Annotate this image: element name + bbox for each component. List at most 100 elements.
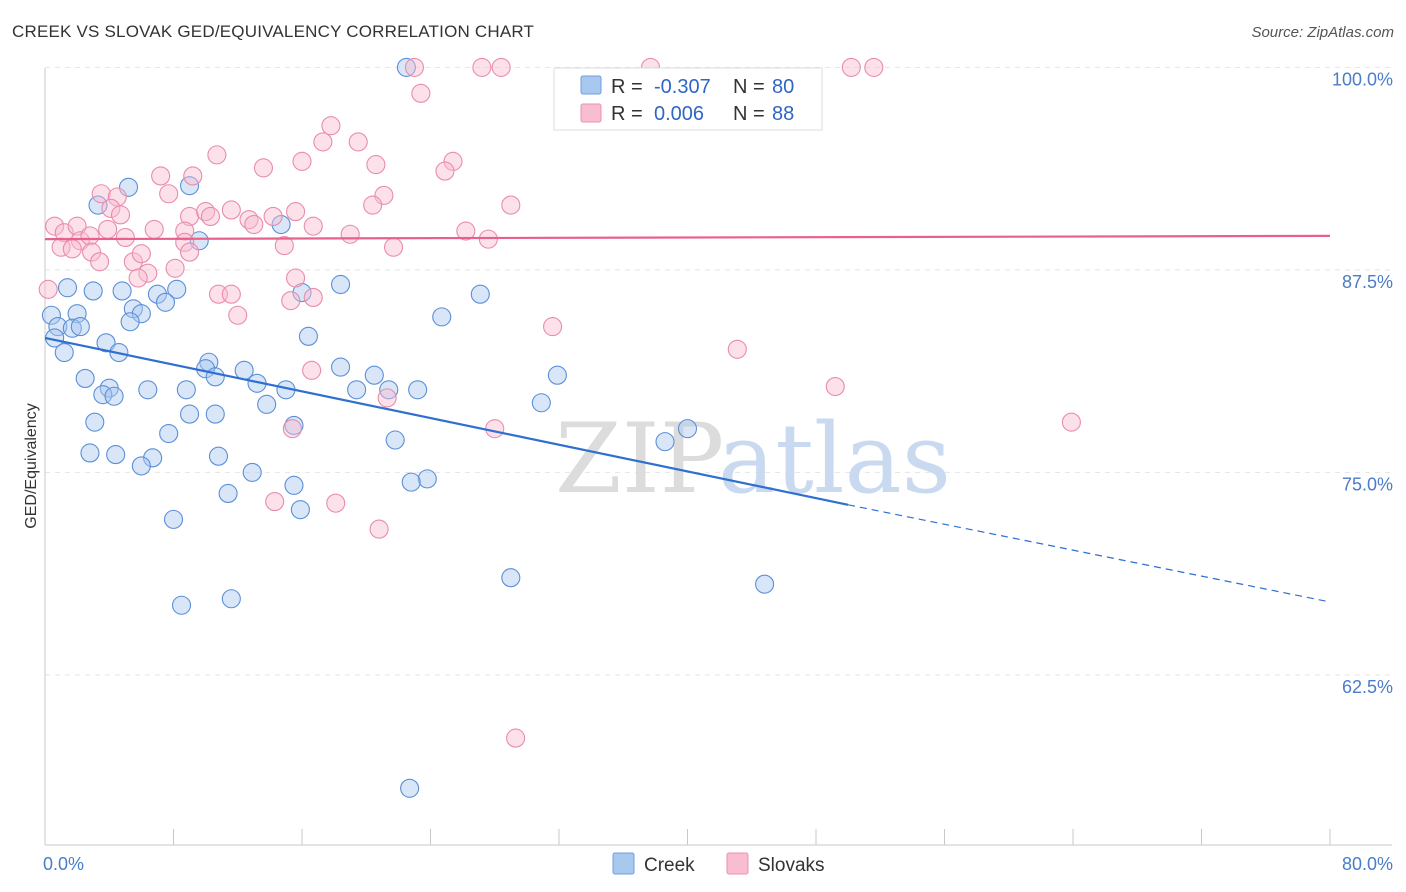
- slovaks-point-61: [286, 268, 306, 288]
- creek-point-40: [176, 380, 196, 400]
- creek-point-44: [408, 380, 428, 400]
- creek-point-70: [755, 574, 775, 594]
- creek-point-26: [96, 333, 116, 353]
- slovaks-point-52: [180, 242, 200, 262]
- legend: R = -0.307 N = 80 R = 0.006 N = 88: [553, 67, 823, 131]
- slovaks-point-17: [151, 166, 171, 186]
- creek-point-58: [106, 445, 126, 465]
- x-tick-label-1: 80.0%: [1342, 854, 1393, 874]
- legend-n-label-slovaks: N =: [733, 103, 765, 125]
- legend-swatch-creek: [580, 75, 602, 95]
- slovaks-point-78: [369, 519, 389, 539]
- creek-point-21: [48, 317, 68, 337]
- slovaks-point-42: [303, 216, 323, 236]
- creek-point-20: [432, 307, 452, 327]
- creek-point-60: [208, 446, 229, 466]
- creek-point-55: [385, 430, 405, 450]
- x-tick-label-0: 0.0%: [43, 854, 84, 874]
- bottom-legend-label-slovaks: Slovaks: [758, 855, 825, 876]
- slovaks-point-65: [303, 287, 323, 307]
- slovaks-point-38: [115, 227, 135, 248]
- creek-point-16: [131, 304, 151, 324]
- slovaks-point-11: [207, 145, 227, 165]
- slovaks-point-58: [138, 263, 158, 283]
- slovaks-point-55: [90, 252, 110, 272]
- slovaks-point-8: [321, 116, 341, 136]
- creek-point-63: [417, 469, 437, 489]
- slovaks-point-1: [472, 57, 492, 77]
- slovaks-point-26: [110, 205, 131, 225]
- creek-point-9: [147, 284, 167, 304]
- creek-point-25: [298, 326, 318, 346]
- y-tick-label-1: 75.0%: [1342, 474, 1393, 494]
- slovaks-point-0: [404, 57, 424, 77]
- creek-point-46: [104, 386, 124, 406]
- creek-point-53: [159, 423, 179, 444]
- creek-point-36: [75, 368, 95, 388]
- slovaks-point-70: [302, 360, 322, 380]
- legend-n-value-slovaks: 88: [772, 103, 794, 125]
- slovaks-point-36: [67, 216, 87, 236]
- legend-swatch-slovaks: [580, 103, 602, 123]
- y-tick-labels: 62.5% 75.0% 87.5% 100.0%: [1332, 69, 1393, 697]
- slovaks-point-37: [98, 219, 118, 239]
- series-creek: [41, 57, 775, 798]
- creek-point-39: [138, 380, 158, 400]
- creek-point-14: [155, 292, 176, 312]
- creek-point-62: [242, 462, 262, 482]
- slovaks-point-4: [841, 57, 861, 77]
- creek-point-67: [290, 500, 310, 520]
- creek-point-68: [163, 509, 184, 529]
- slovaks-point-71: [825, 376, 845, 397]
- creek-point-71: [221, 589, 241, 609]
- slovaks-point-44: [456, 221, 476, 241]
- creek-point-27: [54, 342, 74, 363]
- creek-point-3: [88, 195, 108, 215]
- slovaks-point-33: [286, 202, 306, 222]
- creek-point-59: [143, 448, 163, 468]
- gridlines: [45, 66, 1392, 676]
- creek-point-72: [171, 595, 192, 615]
- slovaks-point-39: [144, 219, 164, 239]
- creek-point-23: [70, 317, 90, 337]
- creek-point-54: [677, 419, 698, 439]
- slovaks-point-12: [292, 151, 312, 171]
- creek-point-51: [85, 412, 105, 432]
- slovaks-point-2: [491, 57, 511, 77]
- slovaks-point-74: [282, 419, 302, 439]
- slovaks-point-21: [159, 184, 179, 204]
- y-tick-label-3: 100.0%: [1332, 69, 1393, 89]
- slovaks-point-45: [478, 229, 498, 249]
- creek-point-4: [271, 214, 291, 235]
- creek-point-65: [284, 475, 304, 495]
- creek-trend-line: [44, 336, 849, 506]
- legend-r-label-slovaks: R =: [611, 103, 643, 125]
- creek-point-64: [401, 472, 421, 492]
- slovaks-point-54: [384, 237, 404, 257]
- slovaks-point-60: [128, 268, 148, 288]
- bottom-legend: Creek Slovaks: [612, 852, 825, 876]
- legend-n-label-creek: N =: [733, 76, 765, 98]
- trend-lines: [44, 234, 1331, 603]
- slovaks-point-49: [62, 239, 82, 259]
- creek-point-0: [396, 57, 416, 77]
- creek-point-52: [284, 415, 304, 435]
- series-slovaks: [38, 57, 1081, 748]
- slovaks-point-18: [183, 166, 203, 186]
- slovaks-point-67: [228, 305, 248, 325]
- y-axis-label: GED/Equivalency: [23, 403, 40, 528]
- creek-point-6: [57, 278, 78, 298]
- slovaks-point-30: [221, 200, 241, 220]
- creek-point-17: [41, 305, 61, 325]
- slovaks-point-57: [131, 244, 151, 264]
- creek-point-19: [120, 312, 140, 332]
- slovaks-point-13: [366, 155, 386, 175]
- slovaks-point-76: [265, 492, 285, 512]
- legend-n-value-creek: 80: [772, 76, 794, 98]
- creek-point-47: [257, 394, 277, 414]
- chart-title: CREEK VS SLOVAK GED/EQUIVALENCY CORRELAT…: [12, 22, 535, 41]
- creek-point-10: [167, 279, 187, 299]
- source-attribution: Source: ZipAtlas.com: [1251, 24, 1394, 41]
- creek-point-73: [400, 778, 420, 798]
- creek-point-48: [531, 393, 551, 413]
